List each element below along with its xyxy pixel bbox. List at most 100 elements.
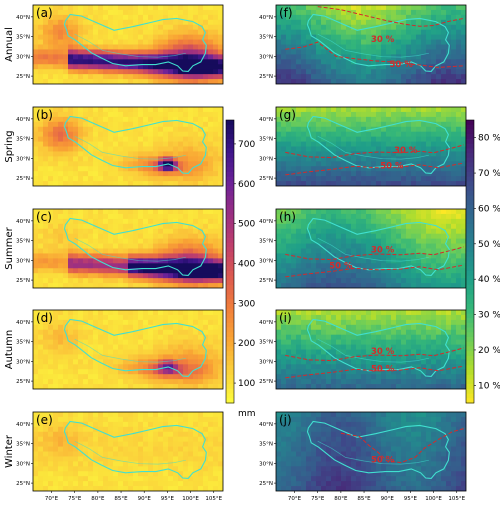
heatmap-cell bbox=[281, 156, 287, 162]
heatmap-cell bbox=[143, 451, 149, 457]
heatmap-cell bbox=[456, 283, 462, 288]
heatmap-cell bbox=[431, 161, 437, 167]
heatmap-cell bbox=[93, 314, 99, 321]
heatmap-cell bbox=[128, 344, 134, 350]
heatmap-cell bbox=[416, 74, 422, 80]
heatmap-cell bbox=[203, 476, 209, 482]
heatmap-cell bbox=[113, 359, 119, 365]
heatmap-cell bbox=[411, 29, 417, 36]
heatmap-cell bbox=[128, 156, 134, 162]
heatmap-cell bbox=[331, 39, 337, 45]
heatmap-cell bbox=[168, 19, 174, 26]
heatmap-cell bbox=[451, 59, 457, 65]
heatmap-cell bbox=[431, 54, 437, 60]
heatmap-cell bbox=[168, 329, 174, 336]
heatmap-cell bbox=[113, 166, 119, 172]
heatmap-cell bbox=[83, 310, 89, 316]
heatmap-cell bbox=[133, 44, 139, 50]
heatmap-cell bbox=[98, 486, 104, 491]
heatmap-cell bbox=[218, 349, 223, 355]
heatmap-cell bbox=[361, 64, 367, 70]
heatmap-cell bbox=[276, 253, 282, 259]
heatmap-cell bbox=[431, 248, 437, 254]
heatmap-cell bbox=[208, 107, 214, 113]
heatmap-cell bbox=[118, 64, 124, 70]
heatmap-cell bbox=[53, 416, 59, 423]
heatmap-cell bbox=[326, 248, 332, 254]
heatmap-cell bbox=[311, 39, 317, 45]
heatmap-cell bbox=[133, 354, 139, 360]
heatmap-cell bbox=[208, 349, 214, 355]
heatmap-cell bbox=[108, 329, 114, 336]
heatmap-cell bbox=[401, 278, 407, 284]
heatmap-cell bbox=[331, 131, 337, 138]
heatmap-cell bbox=[128, 79, 134, 84]
heatmap-cell bbox=[301, 243, 307, 249]
heatmap-cell bbox=[296, 14, 302, 21]
heatmap-cell bbox=[173, 228, 179, 235]
heatmap-cell bbox=[63, 54, 69, 60]
heatmap-cell bbox=[286, 171, 292, 177]
heatmap-cell bbox=[53, 141, 59, 147]
heatmap-cell bbox=[421, 74, 427, 80]
heatmap-cell bbox=[93, 156, 99, 162]
heatmap-cell bbox=[276, 268, 282, 274]
heatmap-cell bbox=[58, 126, 64, 133]
heatmap-cell bbox=[138, 161, 144, 167]
heatmap-cell bbox=[421, 136, 427, 142]
heatmap-cell bbox=[103, 248, 109, 254]
heatmap-cell bbox=[401, 218, 407, 225]
heatmap-cell bbox=[296, 34, 302, 40]
heatmap-cell bbox=[341, 126, 347, 133]
heatmap-cell bbox=[73, 359, 79, 365]
heatmap-cell bbox=[138, 446, 144, 452]
heatmap-cell bbox=[178, 481, 184, 487]
heatmap-cell bbox=[406, 64, 412, 70]
heatmap-cell bbox=[73, 451, 79, 457]
heatmap-cell bbox=[296, 278, 302, 284]
heatmap-cell bbox=[203, 171, 209, 177]
heatmap-cell bbox=[441, 238, 447, 244]
heatmap-cell bbox=[401, 39, 407, 45]
heatmap-cell bbox=[326, 258, 332, 264]
heatmap-cell bbox=[183, 324, 189, 331]
heatmap-cell bbox=[143, 466, 149, 472]
heatmap-cell bbox=[43, 451, 49, 457]
heatmap-cell bbox=[173, 339, 179, 345]
heatmap-cell bbox=[193, 209, 199, 215]
heatmap-cell bbox=[143, 481, 149, 487]
heatmap-cell bbox=[276, 176, 282, 182]
heatmap-cell bbox=[198, 471, 204, 477]
heatmap-cell bbox=[188, 253, 194, 259]
heatmap-cell bbox=[98, 218, 104, 225]
heatmap-cell bbox=[401, 283, 407, 288]
heatmap-cell bbox=[203, 421, 209, 428]
heatmap-cell bbox=[421, 111, 427, 118]
heatmap-cell bbox=[336, 283, 342, 288]
heatmap-cell bbox=[461, 59, 466, 65]
heatmap-cell bbox=[163, 324, 169, 331]
heatmap-cell bbox=[356, 171, 362, 177]
heatmap-cell bbox=[321, 268, 327, 274]
heatmap-cell bbox=[168, 466, 174, 472]
heatmap-cell bbox=[153, 412, 159, 418]
heatmap-cell bbox=[311, 171, 317, 177]
heatmap-cell bbox=[98, 44, 104, 50]
heatmap-cell bbox=[296, 136, 302, 142]
heatmap-cell bbox=[306, 74, 312, 80]
heatmap-cell bbox=[291, 54, 297, 60]
heatmap-cell bbox=[441, 69, 447, 75]
heatmap-cell bbox=[381, 34, 387, 40]
heatmap-cell bbox=[286, 238, 292, 244]
heatmap-cell bbox=[218, 486, 223, 491]
heatmap-cell bbox=[68, 258, 74, 264]
heatmap-cell bbox=[426, 263, 432, 269]
heatmap-cell bbox=[276, 19, 282, 26]
heatmap-cell bbox=[168, 268, 174, 274]
heatmap-cell bbox=[396, 39, 402, 45]
heatmap-cell bbox=[108, 248, 114, 254]
heatmap-cell bbox=[441, 146, 447, 152]
heatmap-cell bbox=[326, 5, 332, 11]
heatmap-cell bbox=[326, 228, 332, 235]
heatmap-cell bbox=[153, 161, 159, 167]
